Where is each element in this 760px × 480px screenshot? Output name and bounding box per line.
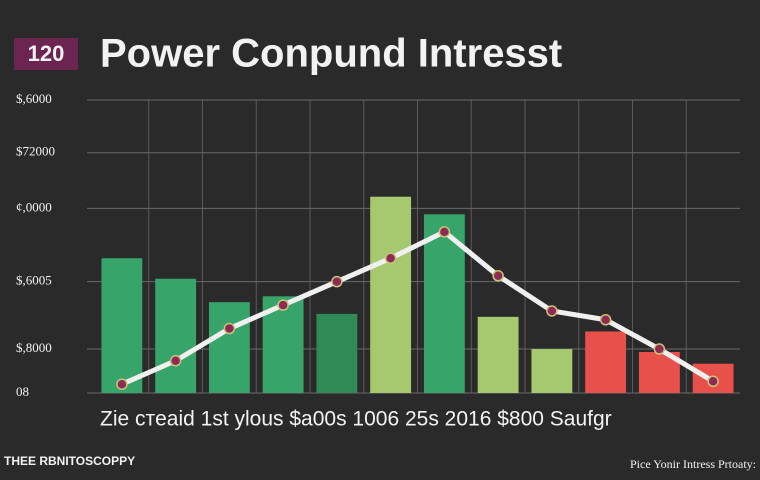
badge-box (14, 38, 78, 70)
footer-left: THEE RBNITOSCOPPY (4, 454, 135, 468)
y-tick-label: 08 (16, 384, 29, 399)
line-marker (599, 314, 612, 326)
footer-right: Pice Yonir Intress Prtoaty: (630, 457, 756, 471)
bar (477, 316, 519, 393)
bar (531, 349, 573, 393)
bar (316, 313, 358, 393)
y-tick-label: $,6000 (16, 91, 52, 106)
bar (585, 331, 627, 393)
y-tick-label: $,8000 (16, 340, 52, 355)
y-tick-label: $72000 (16, 144, 55, 159)
line-marker (331, 275, 343, 288)
bar (208, 302, 250, 393)
chart-title: Power Conpund Intresst (100, 32, 562, 76)
line-marker (384, 252, 397, 264)
line-marker (277, 299, 289, 311)
line (120, 229, 715, 387)
caption: Zie cтeaid 1st ylous $a00s 1006 25s 2016… (100, 408, 612, 431)
badge: 120 (28, 41, 65, 66)
line-marker (492, 270, 504, 282)
line-marker (169, 355, 182, 367)
line-marker (223, 322, 236, 335)
line-marker (546, 305, 558, 317)
bar (155, 278, 197, 393)
y-tick-label: $,6005 (16, 273, 52, 288)
bar (370, 196, 412, 393)
line-marker (438, 226, 451, 238)
y-tick-label: ¢,0000 (16, 199, 52, 214)
line-marker (116, 378, 128, 390)
line-marker (707, 375, 719, 388)
bar (101, 258, 143, 393)
line-marker (653, 343, 666, 355)
